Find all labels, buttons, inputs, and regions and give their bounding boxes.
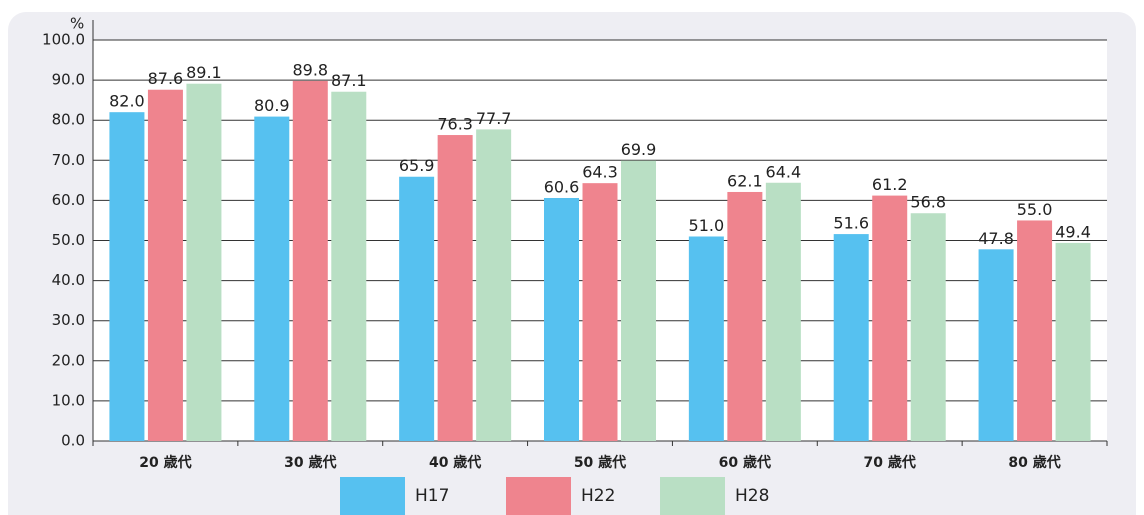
value-label: 62.1 xyxy=(727,171,763,190)
bar xyxy=(331,91,367,441)
bar xyxy=(688,236,724,441)
legend-swatch xyxy=(506,477,571,515)
y-tick-label: 60.0 xyxy=(52,191,85,209)
bar xyxy=(765,182,801,442)
bar xyxy=(292,80,328,441)
value-label: 77.7 xyxy=(476,109,512,128)
value-label: 47.8 xyxy=(978,229,1014,248)
value-label: 55.0 xyxy=(1017,200,1053,219)
y-tick-label: 70.0 xyxy=(52,151,85,169)
bar xyxy=(910,213,946,441)
x-tick-label: 70 歳代 xyxy=(864,454,916,471)
value-label: 60.6 xyxy=(544,177,580,196)
bar xyxy=(147,89,183,441)
value-label: 87.1 xyxy=(331,71,367,90)
value-label: 61.2 xyxy=(872,175,908,194)
x-tick-label: 40 歳代 xyxy=(429,454,481,471)
legend-label: H17 xyxy=(415,486,449,506)
bar xyxy=(399,176,435,441)
value-label: 87.6 xyxy=(148,69,184,88)
x-tick-label: 20 歳代 xyxy=(139,454,191,471)
legend-label: H22 xyxy=(581,486,615,506)
value-label: 69.9 xyxy=(621,140,657,159)
value-label: 89.1 xyxy=(186,63,222,82)
y-tick-label: 20.0 xyxy=(52,351,85,369)
y-tick-label: 100.0 xyxy=(42,31,85,49)
bar xyxy=(872,195,908,441)
y-unit: % xyxy=(70,15,84,33)
bar xyxy=(1017,220,1053,441)
y-tick-label: 50.0 xyxy=(52,231,85,249)
legend-swatch xyxy=(660,477,725,515)
value-label: 64.3 xyxy=(582,163,618,182)
bar xyxy=(186,83,222,442)
bar xyxy=(254,116,290,441)
value-label: 49.4 xyxy=(1055,222,1091,241)
value-label: 56.8 xyxy=(910,193,946,212)
value-label: 82.0 xyxy=(109,92,145,111)
value-label: 51.6 xyxy=(833,214,869,233)
y-tick-label: 30.0 xyxy=(52,311,85,329)
y-tick-label: 10.0 xyxy=(52,391,85,409)
bar xyxy=(582,183,618,442)
value-label: 65.9 xyxy=(399,156,435,175)
bar xyxy=(1055,242,1091,441)
y-tick-label: 90.0 xyxy=(52,71,85,89)
value-label: 76.3 xyxy=(437,115,473,134)
value-label: 80.9 xyxy=(254,96,290,115)
legend-swatch xyxy=(340,477,405,515)
x-tick-label: 80 歳代 xyxy=(1008,454,1060,471)
bar xyxy=(833,234,869,441)
legend-label: H28 xyxy=(735,486,769,506)
y-tick-label: 0.0 xyxy=(61,432,85,450)
y-tick-label: 80.0 xyxy=(52,111,85,129)
value-label: 51.0 xyxy=(689,216,725,235)
bar xyxy=(544,197,579,441)
value-label: 89.8 xyxy=(292,60,328,79)
bar xyxy=(109,112,145,442)
x-tick-label: 30 歳代 xyxy=(284,454,336,471)
bar xyxy=(621,160,656,442)
bar xyxy=(978,249,1014,441)
bar xyxy=(727,191,763,441)
x-tick-label: 60 歳代 xyxy=(719,454,771,471)
x-tick-label: 50 歳代 xyxy=(574,454,626,471)
y-tick-label: 40.0 xyxy=(52,271,85,289)
bar xyxy=(476,129,512,441)
bar xyxy=(437,135,473,442)
value-label: 64.4 xyxy=(766,162,802,181)
